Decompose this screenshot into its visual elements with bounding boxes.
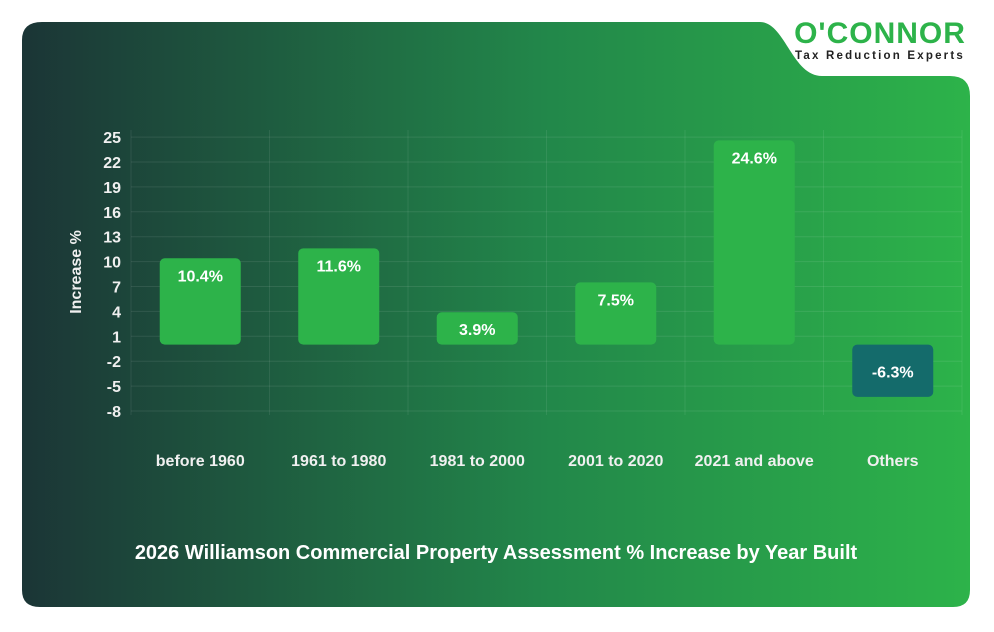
x-tick-label: before 1960 bbox=[156, 453, 245, 470]
data-label: 11.6% bbox=[317, 258, 361, 275]
oconnor-logo: O'CONNOR Tax Reduction Experts bbox=[785, 17, 975, 63]
bar bbox=[298, 248, 380, 345]
chart-title: 2026 Williamson Commercial Property Asse… bbox=[134, 542, 858, 564]
y-axis-label: Increase % bbox=[68, 230, 85, 314]
x-tick-label: Others bbox=[867, 453, 919, 470]
data-label: 10.4% bbox=[178, 268, 223, 285]
x-tick-label: 2021 and above bbox=[695, 453, 814, 470]
x-tick-label: 1981 to 2000 bbox=[430, 453, 525, 470]
data-label: -6.3% bbox=[872, 365, 914, 382]
y-tick-label: 16 bbox=[103, 205, 121, 222]
y-tick-label: 19 bbox=[103, 180, 121, 197]
y-tick-label: 22 bbox=[103, 155, 121, 172]
y-tick-label: -2 bbox=[107, 354, 121, 371]
y-tick-label: 4 bbox=[112, 304, 121, 321]
data-label: 3.9% bbox=[459, 322, 495, 339]
y-tick-label: -8 bbox=[107, 404, 121, 421]
y-tick-label: 7 bbox=[112, 280, 121, 297]
x-tick-label: 2001 to 2020 bbox=[568, 453, 663, 470]
y-tick-label: 25 bbox=[103, 130, 121, 147]
bar bbox=[713, 140, 795, 345]
bar bbox=[436, 312, 518, 345]
y-tick-label: 13 bbox=[103, 230, 121, 247]
y-tick-label: 1 bbox=[112, 329, 121, 346]
x-tick-label: 1961 to 1980 bbox=[291, 453, 386, 470]
y-tick-label: -5 bbox=[107, 379, 121, 396]
bar bbox=[852, 344, 934, 397]
bar bbox=[159, 258, 241, 345]
logo-tagline: Tax Reduction Experts bbox=[795, 50, 965, 62]
data-label: 7.5% bbox=[598, 292, 634, 309]
y-tick-label: 10 bbox=[103, 255, 121, 272]
bar bbox=[575, 282, 657, 345]
data-label: 24.6% bbox=[732, 150, 777, 167]
logo-name: O'CONNOR bbox=[794, 17, 966, 50]
